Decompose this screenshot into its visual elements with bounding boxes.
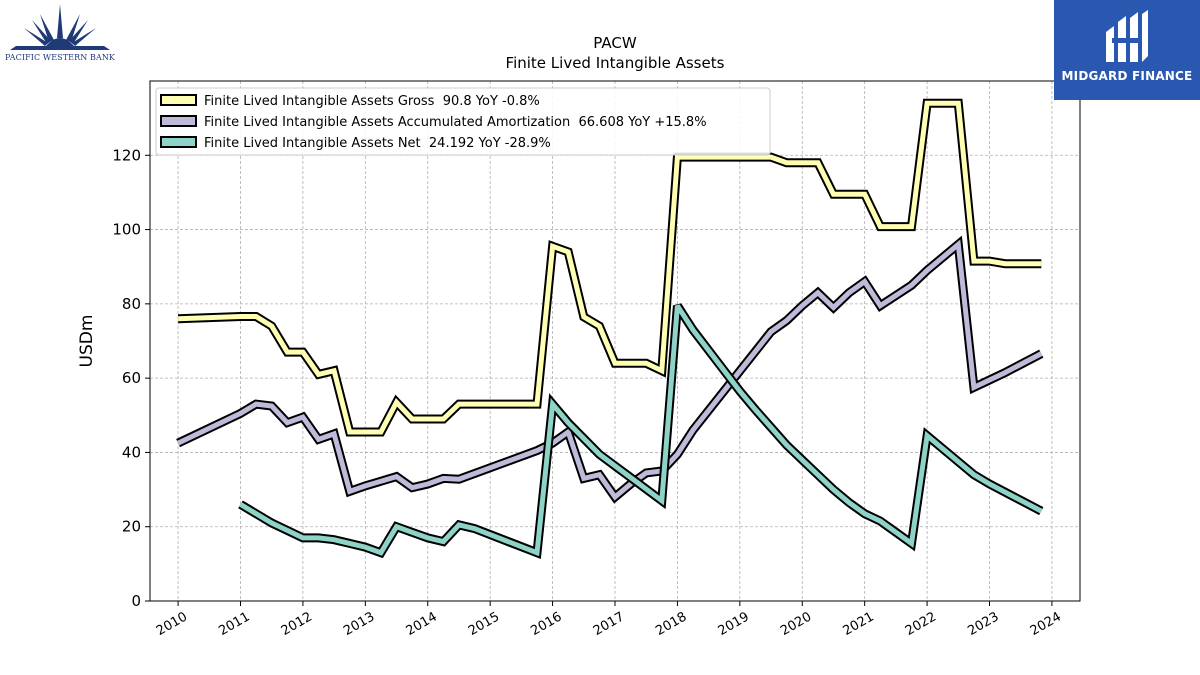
grid (150, 81, 1080, 601)
x-tick-label: 2018 (653, 609, 689, 639)
midgard-finance-logo: MIDGARD FINANCE (1054, 0, 1200, 100)
x-tick-label: 2021 (841, 609, 877, 639)
y-tick-label: 100 (112, 221, 141, 239)
legend-swatch-2 (160, 136, 197, 148)
sunburst-icon (10, 4, 110, 50)
x-tick-label: 2015 (466, 609, 502, 639)
y-tick-label: 40 (122, 443, 141, 461)
legend-label-0: Finite Lived Intangible Assets Gross 90.… (204, 94, 540, 109)
y-tick-label: 60 (122, 369, 141, 387)
x-tick-label: 2013 (341, 609, 377, 639)
x-tick-label: 2011 (216, 609, 252, 639)
pacific-western-bank-logo: PACIFIC WESTERN BANK (0, 0, 120, 66)
series-line-1 (177, 239, 1043, 501)
bank-name-text: PACIFIC WESTERN BANK (5, 53, 115, 62)
y-tick-label: 80 (122, 295, 141, 313)
y-axis-label: USDm (77, 315, 97, 368)
x-tick-label: 2019 (716, 609, 752, 639)
x-tick-label: 2012 (279, 609, 315, 639)
legend-box (155, 87, 771, 156)
x-tick-label: 2022 (903, 609, 939, 639)
x-tick-label: 2024 (1028, 609, 1064, 639)
axes: 0 20 40 60 80 100 120 2010 2011 2012 2013 2014 2015 2… (112, 146, 1064, 639)
brand-name-text: MIDGARD FINANCE (1061, 69, 1193, 83)
x-tick-label: 2020 (778, 609, 814, 639)
midgard-emblem-icon (1106, 10, 1148, 62)
legend: Finite Lived Intangible Assets Gross 90.… (155, 87, 771, 156)
series-line-2 (239, 304, 1043, 557)
x-tick-label: 2010 (154, 609, 190, 639)
series-lines (176, 98, 1044, 560)
chart-subtitle: Finite Lived Intangible Assets (506, 54, 725, 72)
legend-swatch-1 (160, 115, 197, 127)
x-tick-label: 2016 (528, 609, 564, 639)
chart-title: PACW (593, 34, 637, 52)
y-tick-label: 0 (131, 592, 141, 610)
x-tick-label: 2023 (965, 609, 1001, 639)
legend-label-2: Finite Lived Intangible Assets Net 24.19… (204, 136, 551, 151)
x-tick-label: 2017 (591, 609, 627, 639)
y-tick-label: 20 (122, 518, 141, 536)
legend-label-1: Finite Lived Intangible Assets Accumulat… (204, 115, 707, 130)
y-tick-label: 120 (112, 146, 141, 164)
legend-swatch-0 (160, 94, 197, 106)
x-tick-label: 2014 (404, 609, 440, 639)
series-line-0 (178, 100, 1042, 435)
